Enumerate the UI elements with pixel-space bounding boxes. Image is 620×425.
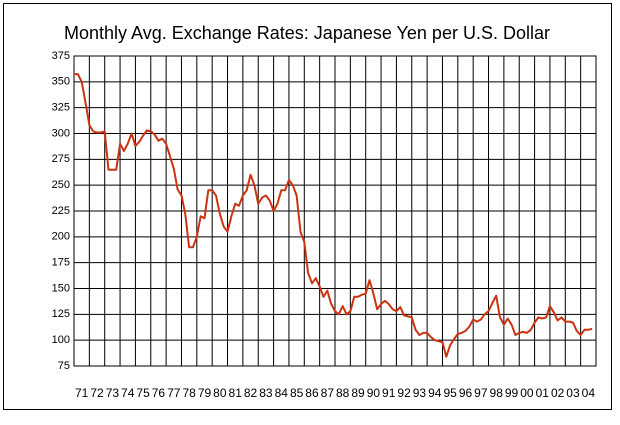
x-tick-label: 82 [244, 386, 258, 400]
x-tick-label: 76 [152, 386, 166, 400]
chart-title: Monthly Avg. Exchange Rates: Japanese Ye… [64, 23, 550, 43]
x-tick-label: 93 [413, 386, 427, 400]
x-tick-label: 74 [121, 386, 135, 400]
data-line [74, 73, 593, 358]
x-tick-label: 03 [566, 386, 580, 400]
x-tick-label: 01 [536, 386, 550, 400]
x-tick-label: 87 [321, 386, 335, 400]
x-tick-label: 79 [198, 386, 212, 400]
x-tick-label: 84 [275, 386, 289, 400]
y-tick-label: 125 [52, 308, 70, 320]
y-tick-label: 350 [52, 76, 70, 88]
x-tick-label: 86 [305, 386, 319, 400]
y-tick-label: 150 [52, 282, 70, 294]
x-tick-label: 98 [490, 386, 504, 400]
y-tick-label: 250 [52, 179, 70, 191]
x-tick-label: 75 [136, 386, 150, 400]
x-tick-label: 94 [428, 386, 442, 400]
x-tick-label: 83 [259, 386, 273, 400]
x-tick-label: 96 [459, 386, 473, 400]
x-tick-label: 71 [75, 386, 89, 400]
x-tick-label: 91 [382, 386, 396, 400]
x-tick-label: 88 [336, 386, 350, 400]
x-tick-label: 92 [397, 386, 411, 400]
x-tick-label: 02 [551, 386, 565, 400]
x-tick-label: 99 [505, 386, 519, 400]
x-tick-label: 90 [367, 386, 381, 400]
x-tick-label: 00 [520, 386, 534, 400]
x-tick-label: 72 [90, 386, 104, 400]
x-tick-label: 81 [229, 386, 243, 400]
y-tick-label: 75 [58, 360, 70, 372]
y-tick-label: 375 [52, 50, 70, 62]
y-tick-label: 275 [52, 153, 70, 165]
x-tick-label: 95 [443, 386, 457, 400]
frame [3, 3, 612, 410]
y-tick-label: 300 [52, 127, 70, 139]
y-tick-label: 200 [52, 231, 70, 243]
x-tick-label: 85 [290, 386, 304, 400]
x-tick-label: 04 [582, 386, 596, 400]
x-tick-label: 78 [182, 386, 196, 400]
y-tick-label: 100 [52, 334, 70, 346]
x-tick-label: 97 [474, 386, 488, 400]
x-tick-label: 80 [213, 386, 227, 400]
y-tick-label: 225 [52, 205, 70, 217]
y-tick-label: 325 [52, 102, 70, 114]
x-tick-label: 77 [167, 386, 181, 400]
y-tick-label: 175 [52, 257, 70, 269]
x-tick-label: 89 [351, 386, 365, 400]
x-tick-label: 73 [106, 386, 120, 400]
